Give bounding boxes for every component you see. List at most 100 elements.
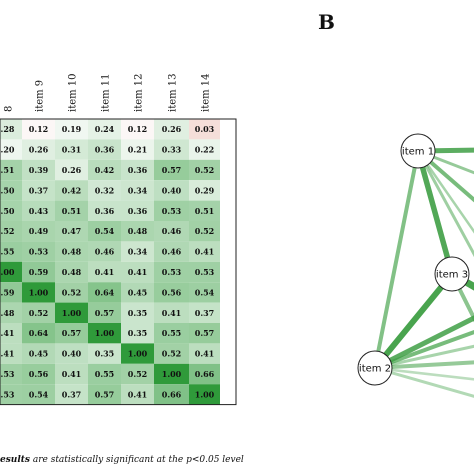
heatmap-cell-label: 1.00 [62,308,82,318]
heatmap-cell-label: 0.55 [95,369,114,379]
heatmap-cell-label: 0.48 [128,226,148,236]
heatmap-cell-label: 0.57 [195,328,214,338]
heatmap-cell-label: 0.26 [162,124,182,134]
column-label: item 10 [68,73,79,112]
heatmap-cell [0,261,22,283]
heatmap-cell-label: 0.59 [29,267,49,277]
heatmap-cell [121,139,154,160]
heatmap-cell-label: 0.35 [128,328,147,338]
heatmap-cell [154,221,189,242]
footnote-bold: esults [0,455,30,465]
heatmap-cell-label: 0.64 [29,328,49,338]
footnote-rest: are statistically significant at the p<0… [30,455,244,465]
heatmap-cell [88,384,121,405]
heatmap-cell [0,363,22,385]
heatmap-cell [0,119,22,140]
heatmap-cell-label: .53 [1,369,15,379]
heatmap-cell-label: 1.00 [195,389,215,399]
heatmap-cell [121,200,154,221]
heatmap-cell-label: 0.31 [62,145,81,155]
network-node-label: item 1 [402,147,434,158]
heatmap-cell [189,159,220,181]
heatmap-cell [0,159,22,181]
heatmap-cell-label: 1.00 [29,287,49,297]
heatmap-cell-label: 0.53 [162,206,182,216]
heatmap-cell [154,119,189,140]
heatmap-cell [154,261,189,283]
heatmap-cell-label: 0.37 [62,389,81,399]
heatmap-cell-label: 0.55 [162,328,181,338]
heatmap-cell [22,363,55,385]
heatmap-cell-label: 0.34 [128,247,148,257]
column-label: item 9 [35,80,46,112]
heatmap-cell [121,159,154,181]
heatmap-cell [55,282,88,303]
heatmap-cell-label: 0.43 [29,206,49,216]
heatmap-cell [154,384,189,405]
heatmap-cell-label: .52 [1,226,15,236]
heatmap-cell [189,384,220,405]
heatmap-cell [22,180,55,201]
heatmap-cell [88,159,121,181]
heatmap-cell-label: 0.57 [162,165,181,175]
heatmap-cell-label: 0.57 [62,328,81,338]
heatmap-cell-label: 0.32 [95,185,114,195]
heatmap-cell-label: 0.46 [162,226,182,236]
heatmap-cell-label: 0.48 [62,247,82,257]
network-node [434,256,470,292]
heatmap-cell [121,241,154,262]
heatmap-cell [88,343,121,364]
heatmap-cell [154,241,189,262]
heatmap-cell-label: 0.51 [195,206,214,216]
heatmap-cell-label: 0.54 [195,287,215,297]
network-edge [373,344,474,370]
heatmap-cell-label: 1.00 [95,328,115,338]
heatmap-cell-label: .55 [1,247,15,257]
heatmap-cell [189,282,220,303]
heatmap-cell-label: 1.00 [162,369,182,379]
panel-b-label: B [318,10,335,34]
heatmap-cell [55,221,88,242]
network-graph: item 1 item 3 item 2 [357,133,474,398]
heatmap-cell [55,363,88,385]
heatmap-cell-label: 0.53 [162,267,182,277]
network-edge [416,149,474,234]
heatmap-cell [22,200,55,221]
heatmap-cell [0,302,22,323]
network-edge [373,149,420,370]
heatmap-cell [55,302,88,323]
heatmap-cell-label: .51 [1,165,15,175]
heatmap-cell-label: 0.46 [162,247,182,257]
heatmap-cell [121,302,154,323]
heatmap-border [0,118,237,406]
heatmap-cell-label: 0.36 [95,145,115,155]
heatmap-cell-label: 0.37 [195,308,214,318]
heatmap-cell [154,139,189,160]
heatmap-cell-label: 0.42 [95,165,114,175]
heatmap-cell [22,139,55,160]
network-node [400,133,436,169]
heatmap-cell-label: 0.41 [195,349,214,359]
heatmap-cell [0,343,22,364]
heatmap-cell [55,384,88,405]
heatmap-cell-label: 0.52 [195,165,214,175]
column-label: 8 [4,106,15,112]
heatmap-cell [189,200,220,221]
heatmap-cell-label: 0.33 [162,145,182,155]
heatmap-cell-label: 0.39 [29,165,49,175]
heatmap-cell-label: 0.41 [128,267,147,277]
heatmap-cell [189,139,220,160]
heatmap-cell [0,221,22,242]
heatmap-cell [0,384,22,405]
heatmap-cell-label: 0.36 [128,206,148,216]
heatmap-cell-label: .28 [1,124,15,134]
column-label: item 13 [168,73,179,112]
heatmap-cell-label: .50 [1,206,15,216]
heatmap-cell [121,261,154,283]
heatmap-cell-label: 0.52 [29,308,48,318]
heatmap-cell [189,363,220,385]
heatmap-cell [121,363,154,385]
heatmap-cell-label: 0.54 [95,226,115,236]
heatmap-cell-label: 0.56 [29,369,49,379]
